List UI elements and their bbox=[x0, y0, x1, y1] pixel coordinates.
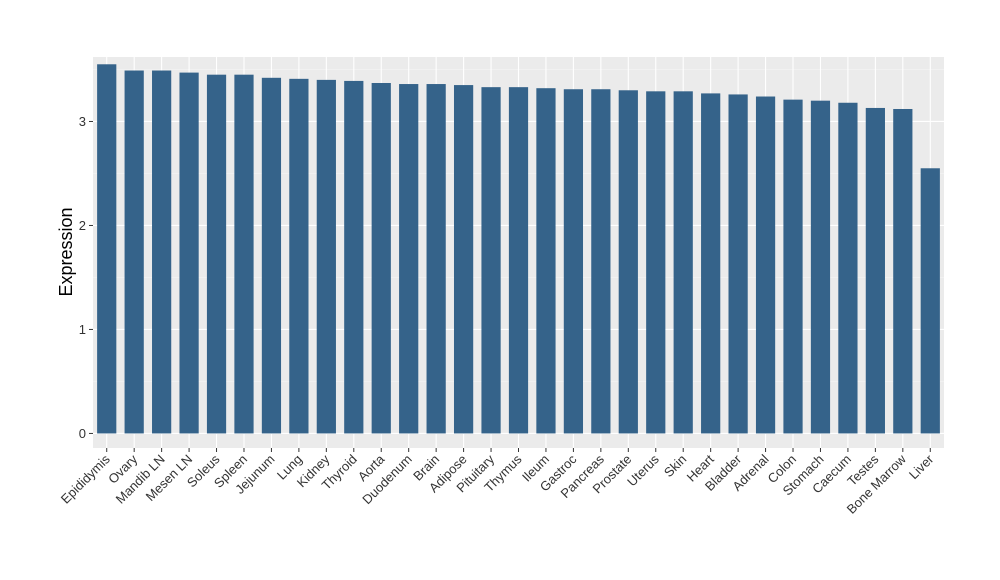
bar bbox=[728, 94, 748, 434]
bar bbox=[536, 88, 556, 434]
bar bbox=[783, 99, 803, 434]
x-tick-label: Liver bbox=[906, 451, 937, 482]
bar bbox=[206, 74, 227, 434]
bar bbox=[563, 89, 584, 434]
bars bbox=[97, 64, 940, 434]
bar bbox=[920, 168, 940, 434]
bar bbox=[344, 80, 364, 434]
y-tick-label: 0 bbox=[79, 426, 86, 441]
bar bbox=[893, 108, 913, 434]
bar bbox=[481, 87, 501, 434]
bar bbox=[371, 82, 391, 434]
y-axis-ticks: 0 1 2 3 bbox=[79, 114, 93, 441]
bar bbox=[316, 79, 336, 434]
bar bbox=[179, 72, 199, 434]
y-tick-label: 2 bbox=[79, 218, 86, 233]
bar bbox=[124, 70, 144, 434]
y-tick-label: 3 bbox=[79, 114, 86, 129]
bar bbox=[701, 93, 721, 434]
x-tick-label: Epididymis bbox=[58, 451, 113, 506]
bar bbox=[755, 96, 776, 434]
bar bbox=[508, 87, 529, 434]
bar bbox=[399, 84, 419, 434]
bar bbox=[838, 102, 858, 434]
bar bbox=[810, 100, 831, 434]
bar bbox=[865, 107, 885, 434]
bar bbox=[152, 70, 172, 434]
bar bbox=[97, 64, 117, 434]
bar bbox=[289, 78, 309, 434]
bar bbox=[261, 77, 282, 434]
bar bbox=[234, 74, 254, 434]
bar bbox=[453, 85, 474, 434]
y-axis-title: Expression bbox=[56, 207, 76, 296]
bar bbox=[618, 90, 638, 434]
bar bbox=[591, 89, 611, 434]
bar bbox=[426, 84, 446, 434]
x-tick-label: Uterus bbox=[624, 451, 662, 489]
bar bbox=[673, 91, 693, 434]
bar bbox=[646, 91, 666, 434]
y-tick-label: 1 bbox=[79, 322, 86, 337]
